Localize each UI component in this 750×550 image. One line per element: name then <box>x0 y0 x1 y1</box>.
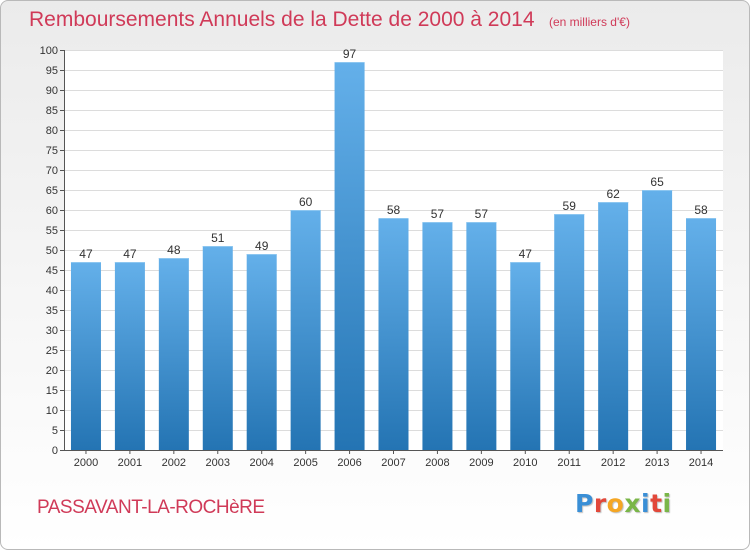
y-tick-label: 90 <box>46 85 58 97</box>
axis-layer: 0 5 10 15 20 25 30 35 40 45 50 55 60 65 70 75 80 85 90 95 10… <box>40 45 723 469</box>
y-tick-label: 85 <box>46 105 58 117</box>
data-label-2008: 57 <box>431 207 445 221</box>
x-tick-label: 2013 <box>645 457 669 469</box>
data-label-2001: 47 <box>123 247 137 261</box>
data-label-2014: 58 <box>694 203 708 217</box>
data-label-2009: 57 <box>475 207 489 221</box>
x-tick-label: 2010 <box>513 457 537 469</box>
bar-2000 <box>70 262 101 450</box>
x-tick-label: 2000 <box>74 457 98 469</box>
x-tick-label: 2002 <box>162 457 186 469</box>
bar-2010 <box>510 262 541 450</box>
bar-2006 <box>334 62 365 450</box>
bar-2013 <box>642 190 673 450</box>
title-row: Remboursements Annuels de la Dette de 20… <box>29 8 630 32</box>
bar-2011 <box>554 214 585 450</box>
x-tick-label: 2009 <box>469 457 493 469</box>
y-tick-label: 50 <box>46 245 58 257</box>
y-tick-label: 75 <box>46 145 58 157</box>
y-tick-label: 15 <box>46 385 58 397</box>
x-tick-label: 2012 <box>601 457 625 469</box>
y-tick-label: 55 <box>46 225 58 237</box>
logo-letter: x <box>624 489 641 518</box>
bar-2007 <box>378 218 409 450</box>
y-tick-label: 60 <box>46 205 58 217</box>
proxiti-logo: Proxiti <box>575 489 672 518</box>
y-tick-label: 45 <box>46 265 58 277</box>
data-label-2004: 49 <box>255 239 269 253</box>
x-tick-label: 2004 <box>249 457 273 469</box>
data-label-2011: 59 <box>563 199 577 213</box>
x-tick-label: 2007 <box>381 457 405 469</box>
bar-layer: 47 47 48 51 49 60 97 58 57 57 47 59 62 65 58 <box>70 47 717 450</box>
y-tick-label: 20 <box>46 365 58 377</box>
y-tick-label: 5 <box>52 425 58 437</box>
logo-letter: P <box>575 489 594 518</box>
y-tick-label: 70 <box>46 165 58 177</box>
chart-title: Remboursements Annuels de la Dette de 20… <box>29 8 535 31</box>
y-tick-label: 95 <box>46 65 58 77</box>
data-label-2003: 51 <box>211 231 225 245</box>
data-label-2000: 47 <box>79 247 93 261</box>
chart-unit-label: (en milliers d'€) <box>548 15 630 29</box>
bar-2005 <box>290 210 321 450</box>
data-label-2006: 97 <box>343 47 357 61</box>
y-tick-label: 65 <box>46 185 58 197</box>
x-tick-label: 2014 <box>689 457 713 469</box>
city-name: PASSAVANT-LA-ROCHèRE <box>37 497 265 518</box>
data-label-2005: 60 <box>299 195 313 209</box>
x-tick-label: 2003 <box>206 457 230 469</box>
x-tick-label: 2005 <box>293 457 317 469</box>
bar-2002 <box>158 258 189 450</box>
data-label-2002: 48 <box>167 243 181 257</box>
bar-2003 <box>202 246 233 450</box>
logo-letter: r <box>593 489 607 518</box>
y-tick-label: 100 <box>40 45 58 57</box>
y-tick-label: 35 <box>46 305 58 317</box>
data-label-2007: 58 <box>387 203 401 217</box>
bar-2009 <box>466 222 497 450</box>
x-tick-label: 2008 <box>425 457 449 469</box>
logo-letter: t <box>650 489 663 518</box>
x-tick-label: 2001 <box>118 457 142 469</box>
bar-2001 <box>114 262 145 450</box>
y-tick-label: 40 <box>46 285 58 297</box>
y-tick-label: 30 <box>46 325 58 337</box>
data-label-2013: 65 <box>650 175 664 189</box>
data-label-2012: 62 <box>606 187 620 201</box>
data-label-2010: 47 <box>519 247 533 261</box>
bar-2004 <box>246 254 277 450</box>
bar-2014 <box>686 218 717 450</box>
y-tick-label: 25 <box>46 345 58 357</box>
y-tick-label: 0 <box>52 445 58 457</box>
y-tick-label: 80 <box>46 125 58 137</box>
bar-2008 <box>422 222 453 450</box>
y-tick-label: 10 <box>46 405 58 417</box>
x-tick-label: 2006 <box>337 457 361 469</box>
logo-letter: i <box>662 489 672 518</box>
bar-2012 <box>598 202 629 450</box>
logo-letter: i <box>641 489 651 518</box>
x-tick-label: 2011 <box>557 457 581 469</box>
logo-letter: o <box>606 489 625 518</box>
